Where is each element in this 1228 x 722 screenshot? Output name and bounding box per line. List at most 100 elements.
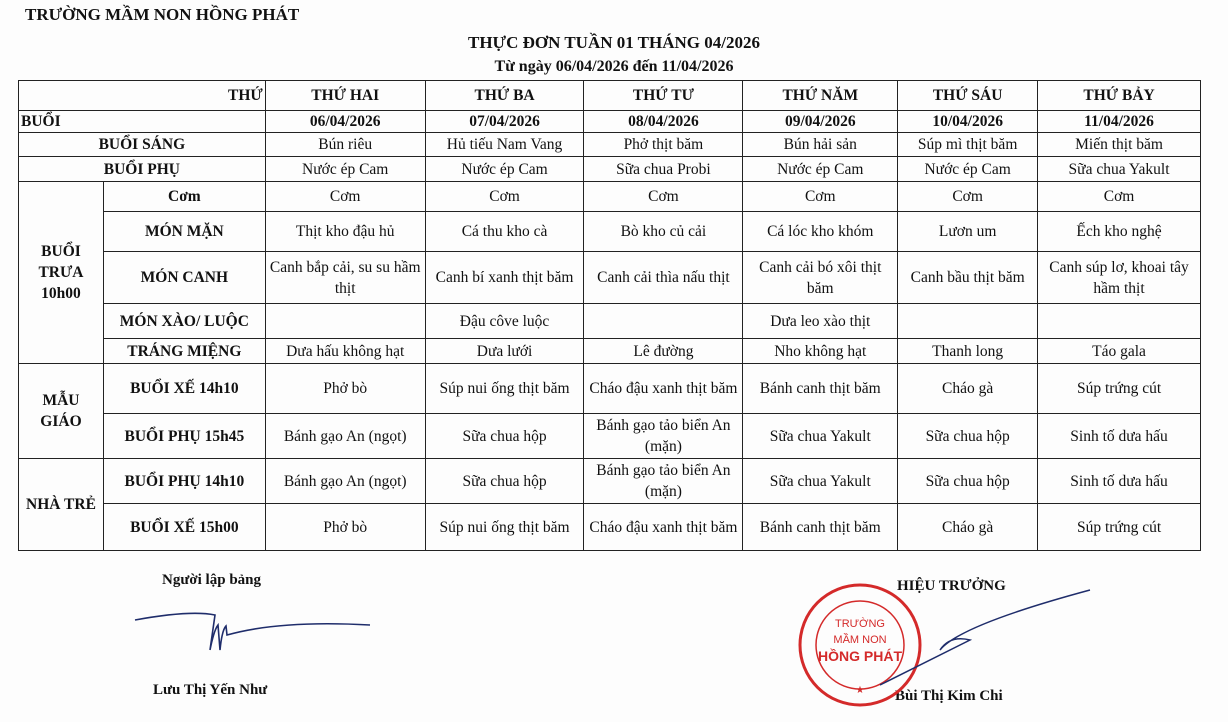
menu-cell: Súp trứng cút	[1037, 503, 1201, 551]
svg-text:MẦM NON: MẦM NON	[833, 633, 886, 646]
menu-cell	[897, 303, 1039, 339]
menu-cell: Súp nui ống thịt băm	[424, 503, 585, 551]
svg-text:★: ★	[856, 685, 865, 696]
date-cell: 07/04/2026	[424, 110, 585, 133]
menu-cell: Nước ép Cam	[742, 156, 899, 182]
menu-cell: Cháo đậu xanh thịt băm	[583, 363, 744, 414]
menu-cell: Súp trứng cút	[1037, 363, 1201, 414]
menu-cell: Dưa hấu không hạt	[264, 338, 426, 364]
row-label: TRÁNG MIỆNG	[102, 338, 266, 364]
menu-cell: Cháo gà	[897, 363, 1039, 414]
menu-cell: Canh bí xanh thịt băm	[424, 251, 585, 304]
menu-cell: Sữa chua hộp	[897, 413, 1039, 459]
table-row: BUỔI TRƯA 10h00 Cơm Cơm Cơm Cơm Cơm Cơm Cơm	[18, 181, 1201, 364]
day-header: THỨ TƯ	[583, 80, 744, 111]
menu-cell: Nước ép Cam	[264, 156, 426, 182]
menu-cell: Bánh gạo An (ngọt)	[264, 413, 426, 459]
menu-cell	[264, 303, 426, 339]
menu-cell: Cơm	[1037, 181, 1201, 212]
menu-cell: Đậu côve luộc	[424, 303, 585, 339]
menu-cell: Cá thu kho cà	[424, 211, 585, 252]
preparer-signature	[134, 612, 371, 651]
day-header: THỨ HAI	[264, 80, 426, 111]
buoi-label: BUỔI	[18, 110, 266, 133]
document-title: THỰC ĐƠN TUẦN 01 THÁNG 04/2026	[467, 33, 760, 52]
principal-name: Bùi Thị Kim Chi	[895, 688, 1003, 704]
svg-text:HỒNG PHÁT: HỒNG PHÁT	[818, 647, 902, 664]
menu-cell: Cơm	[897, 181, 1039, 212]
row-label: MÓN MẶN	[102, 211, 266, 252]
menu-cell: Nho không hạt	[742, 338, 899, 364]
row-label: BUỔI PHỤ	[18, 156, 266, 182]
menu-cell: Hủ tiếu Nam Vang	[424, 132, 585, 157]
menu-cell: Bánh gạo tảo biển An (mặn)	[583, 413, 744, 459]
menu-cell: Nước ép Cam	[424, 156, 585, 182]
row-label: BUỔI PHỤ 15h45	[102, 413, 266, 459]
menu-cell: Phở bò	[264, 363, 426, 414]
menu-cell: Súp nui ống thịt băm	[424, 363, 585, 414]
table-row: MÓN CANH Canh bắp cải, su su hầm thịt Canh…	[19, 251, 1201, 304]
day-header: THỨ SÁU	[897, 80, 1039, 111]
menu-cell: Cơm	[424, 181, 585, 212]
menu-cell: Canh bầu thịt băm	[897, 251, 1039, 304]
menu-cell: Ếch kho nghệ	[1037, 211, 1201, 252]
day-header: THỨ BA	[424, 80, 585, 111]
row-label: Cơm	[102, 181, 266, 212]
row-label: BUỔI XẾ 14h10	[102, 363, 266, 414]
menu-cell: Cơm	[583, 181, 744, 212]
menu-cell: Bò kho củ cải	[583, 211, 744, 252]
menu-cell: Miến thịt băm	[1037, 132, 1201, 157]
menu-cell: Lê đường	[583, 338, 744, 364]
date-cell: 11/04/2026	[1037, 110, 1201, 133]
group-label-trua: BUỔI TRƯA 10h00	[18, 181, 104, 364]
menu-cell: Canh súp lơ, khoai tây hầm thịt	[1037, 251, 1201, 304]
menu-cell: Thanh long	[897, 338, 1039, 364]
preparer-name: Lưu Thị Yến Như	[153, 682, 268, 698]
table-row: BUỔI PHỤ Nước ép Cam Nước ép Cam Sữa chua P…	[18, 156, 1201, 182]
row-label: BUỔI PHỤ 14h10	[102, 458, 266, 504]
principal-title: HIỆU TRƯỞNG	[897, 578, 1006, 594]
table-row: MÓN XÀO/ LUỘC Đậu côve luộc Dưa leo xào th…	[19, 303, 1201, 339]
menu-cell: Bánh canh thịt băm	[742, 363, 899, 414]
group-label-mau-giao: MẪU GIÁO	[18, 363, 104, 459]
row-label: BUỔI SÁNG	[18, 132, 266, 157]
menu-cell: Táo gala	[1037, 338, 1201, 364]
menu-cell: Canh bắp cải, su su hầm thịt	[264, 251, 426, 304]
menu-cell: Sữa chua hộp	[424, 458, 585, 504]
menu-table: THỨ THỨ HAI THỨ BA THỨ TƯ THỨ NĂM THỨ SÁU THỨ …	[18, 80, 1201, 551]
menu-cell: Cơm	[264, 181, 426, 212]
svg-text:TRƯỜNG: TRƯỜNG	[835, 617, 885, 630]
menu-cell: Canh cải thìa nấu thịt	[583, 251, 744, 304]
menu-cell	[1037, 303, 1201, 339]
table-row: MÓN MẶN Thịt kho đậu hủ Cá thu kho cà Bò kh…	[19, 211, 1201, 252]
menu-cell: Cháo đậu xanh thịt băm	[583, 503, 744, 551]
menu-cell	[583, 303, 744, 339]
menu-cell: Phở bò	[264, 503, 426, 551]
date-cell: 09/04/2026	[742, 110, 899, 133]
menu-cell: Phở thịt băm	[583, 132, 744, 157]
thu-label: THỨ	[18, 80, 266, 111]
menu-cell: Bánh canh thịt băm	[742, 503, 899, 551]
menu-cell: Sữa chua Yakult	[742, 458, 899, 504]
official-stamp: TRƯỜNG MẦM NON HỒNG PHÁT ★	[798, 583, 1091, 707]
menu-cell: Sữa chua Probi	[583, 156, 744, 182]
menu-cell: Sữa chua Yakult	[1037, 156, 1201, 182]
group-label-nha-tre: NHÀ TRẺ	[18, 458, 104, 551]
menu-cell: Cá lóc kho khóm	[742, 211, 899, 252]
menu-cell: Lươn um	[897, 211, 1039, 252]
date-cell: 10/04/2026	[897, 110, 1039, 133]
menu-cell: Dưa leo xào thịt	[742, 303, 899, 339]
menu-cell: Súp mì thịt băm	[897, 132, 1039, 157]
school-name: TRƯỜNG MẦM NON HỒNG PHÁT	[25, 5, 300, 24]
table-row: BUỔI PHỤ 15h45 Bánh gạo An (ngọt) Sữa chua…	[19, 413, 1201, 459]
menu-cell: Sữa chua hộp	[897, 458, 1039, 504]
menu-cell: Bún hải sản	[742, 132, 899, 157]
menu-cell: Sinh tố dưa hấu	[1037, 413, 1201, 459]
menu-cell: Cháo gà	[897, 503, 1039, 551]
table-row: BUỔI XẾ 15h00 Phở bò Súp nui ống thịt băm C…	[19, 503, 1201, 551]
table-row: TRÁNG MIỆNG Dưa hấu không hạt Dưa lưới Lê đ…	[19, 338, 1201, 364]
table-row: BUỔI SÁNG Bún riêu Hủ tiếu Nam Vang Phở thị…	[18, 132, 1201, 157]
menu-cell: Sinh tố dưa hấu	[1037, 458, 1201, 504]
table-row: NHÀ TRẺ BUỔI PHỤ 14h10 Bánh gạo An (ngọt) S…	[18, 458, 1201, 551]
